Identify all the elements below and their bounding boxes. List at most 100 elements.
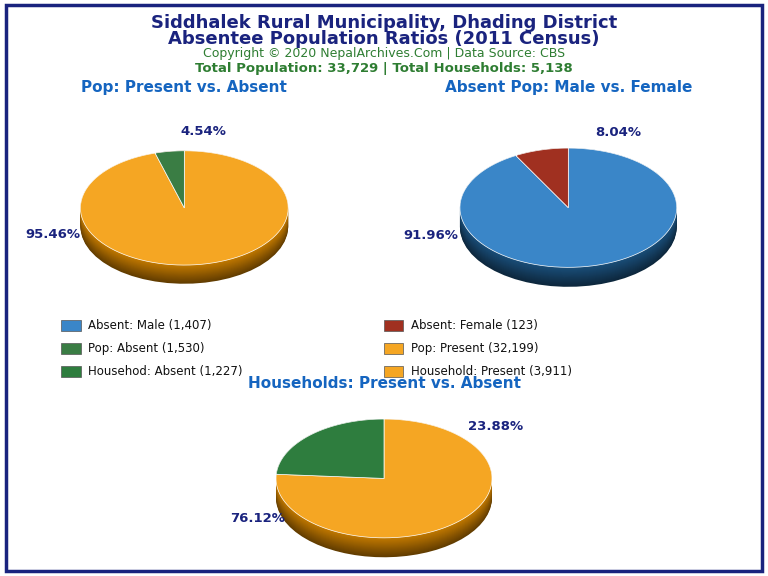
Polygon shape (460, 153, 677, 272)
Polygon shape (276, 425, 384, 484)
Polygon shape (276, 438, 492, 556)
Polygon shape (81, 151, 288, 266)
Polygon shape (276, 426, 384, 485)
Polygon shape (81, 166, 288, 281)
Polygon shape (516, 159, 568, 218)
Polygon shape (81, 169, 288, 283)
Polygon shape (276, 420, 492, 539)
Text: Pop: Present (32,199): Pop: Present (32,199) (411, 342, 538, 355)
Polygon shape (276, 424, 384, 483)
Polygon shape (155, 165, 184, 222)
Polygon shape (276, 430, 384, 489)
Polygon shape (276, 427, 492, 545)
Polygon shape (81, 156, 288, 270)
Text: Absent: Male (1,407): Absent: Male (1,407) (88, 319, 212, 332)
Polygon shape (460, 157, 677, 276)
Polygon shape (516, 162, 568, 221)
Polygon shape (276, 435, 384, 495)
Polygon shape (276, 428, 492, 547)
Polygon shape (81, 165, 288, 279)
Polygon shape (81, 159, 288, 274)
Polygon shape (276, 429, 492, 548)
Polygon shape (276, 423, 384, 482)
Text: 76.12%: 76.12% (230, 512, 285, 525)
Polygon shape (276, 428, 384, 487)
Polygon shape (276, 422, 384, 482)
Polygon shape (276, 433, 492, 551)
Polygon shape (155, 162, 184, 219)
Polygon shape (155, 168, 184, 225)
Polygon shape (81, 157, 288, 271)
Polygon shape (276, 424, 492, 543)
Polygon shape (81, 151, 288, 265)
Polygon shape (516, 160, 568, 219)
Polygon shape (516, 157, 568, 217)
Polygon shape (276, 438, 384, 498)
Polygon shape (276, 421, 492, 540)
Text: Absent Pop: Male vs. Female: Absent Pop: Male vs. Female (445, 80, 692, 95)
Polygon shape (460, 168, 677, 287)
Polygon shape (81, 157, 288, 271)
Polygon shape (155, 157, 184, 214)
Polygon shape (276, 423, 492, 541)
Polygon shape (516, 164, 568, 223)
Polygon shape (81, 163, 288, 277)
Polygon shape (460, 151, 677, 270)
Polygon shape (516, 150, 568, 210)
Polygon shape (155, 151, 184, 208)
Polygon shape (516, 161, 568, 221)
Polygon shape (155, 164, 184, 221)
Polygon shape (155, 166, 184, 223)
Polygon shape (460, 148, 677, 267)
Polygon shape (81, 154, 288, 269)
Text: 4.54%: 4.54% (181, 125, 227, 138)
Text: Copyright © 2020 NepalArchives.Com | Data Source: CBS: Copyright © 2020 NepalArchives.Com | Dat… (203, 47, 565, 60)
Polygon shape (276, 438, 384, 497)
Polygon shape (516, 166, 568, 226)
Polygon shape (276, 419, 384, 479)
Text: 8.04%: 8.04% (595, 126, 641, 139)
Polygon shape (460, 159, 677, 278)
Polygon shape (276, 426, 492, 545)
Polygon shape (155, 157, 184, 214)
Polygon shape (460, 149, 677, 268)
Text: Absent: Female (123): Absent: Female (123) (411, 319, 538, 332)
Polygon shape (276, 431, 492, 551)
Polygon shape (276, 422, 492, 541)
Polygon shape (276, 437, 384, 496)
Polygon shape (516, 156, 568, 215)
Text: 23.88%: 23.88% (468, 420, 523, 433)
Text: Households: Present vs. Absent: Households: Present vs. Absent (247, 376, 521, 391)
Text: Total Population: 33,729 | Total Households: 5,138: Total Population: 33,729 | Total Househo… (195, 62, 573, 75)
Polygon shape (276, 429, 384, 488)
Polygon shape (81, 162, 288, 276)
Polygon shape (460, 162, 677, 282)
Polygon shape (516, 154, 568, 214)
Polygon shape (155, 159, 184, 217)
Polygon shape (155, 156, 184, 213)
Polygon shape (155, 163, 184, 220)
Polygon shape (81, 160, 288, 274)
Polygon shape (460, 156, 677, 275)
Polygon shape (155, 160, 184, 217)
Polygon shape (516, 148, 568, 208)
Polygon shape (81, 161, 288, 275)
Polygon shape (81, 154, 288, 268)
Polygon shape (460, 165, 677, 284)
Polygon shape (81, 169, 288, 284)
Polygon shape (276, 438, 492, 557)
Polygon shape (460, 162, 677, 281)
Polygon shape (155, 154, 184, 211)
Polygon shape (276, 434, 384, 494)
Polygon shape (276, 430, 492, 548)
Polygon shape (460, 160, 677, 279)
Polygon shape (155, 169, 184, 226)
Polygon shape (155, 161, 184, 218)
Polygon shape (276, 437, 492, 555)
Polygon shape (460, 166, 677, 285)
Text: Househod: Absent (1,227): Househod: Absent (1,227) (88, 365, 243, 378)
Text: 91.96%: 91.96% (403, 229, 458, 242)
Polygon shape (516, 158, 568, 218)
Polygon shape (81, 153, 288, 267)
Text: Household: Present (3,911): Household: Present (3,911) (411, 365, 572, 378)
